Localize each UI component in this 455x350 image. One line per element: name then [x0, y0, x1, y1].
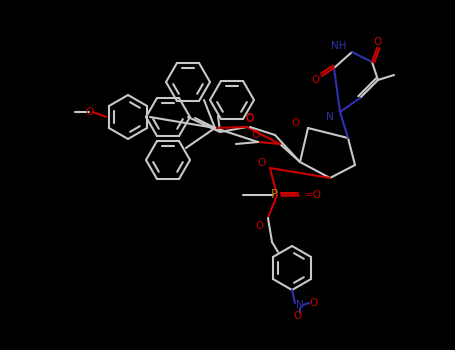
Text: O: O [85, 107, 93, 117]
Text: O: O [293, 311, 301, 321]
Text: =O: =O [305, 190, 322, 200]
Text: N: N [296, 300, 304, 310]
Text: O: O [374, 37, 382, 47]
Text: O: O [256, 221, 264, 231]
Text: O: O [251, 130, 259, 140]
Text: O: O [312, 75, 320, 85]
Text: NH: NH [330, 41, 346, 51]
Text: O: O [292, 118, 300, 128]
Text: O: O [309, 298, 317, 308]
Text: O: O [246, 113, 254, 123]
Text: O: O [258, 158, 266, 168]
Text: O: O [245, 114, 253, 124]
Text: P: P [271, 189, 278, 202]
Text: N: N [326, 112, 334, 122]
